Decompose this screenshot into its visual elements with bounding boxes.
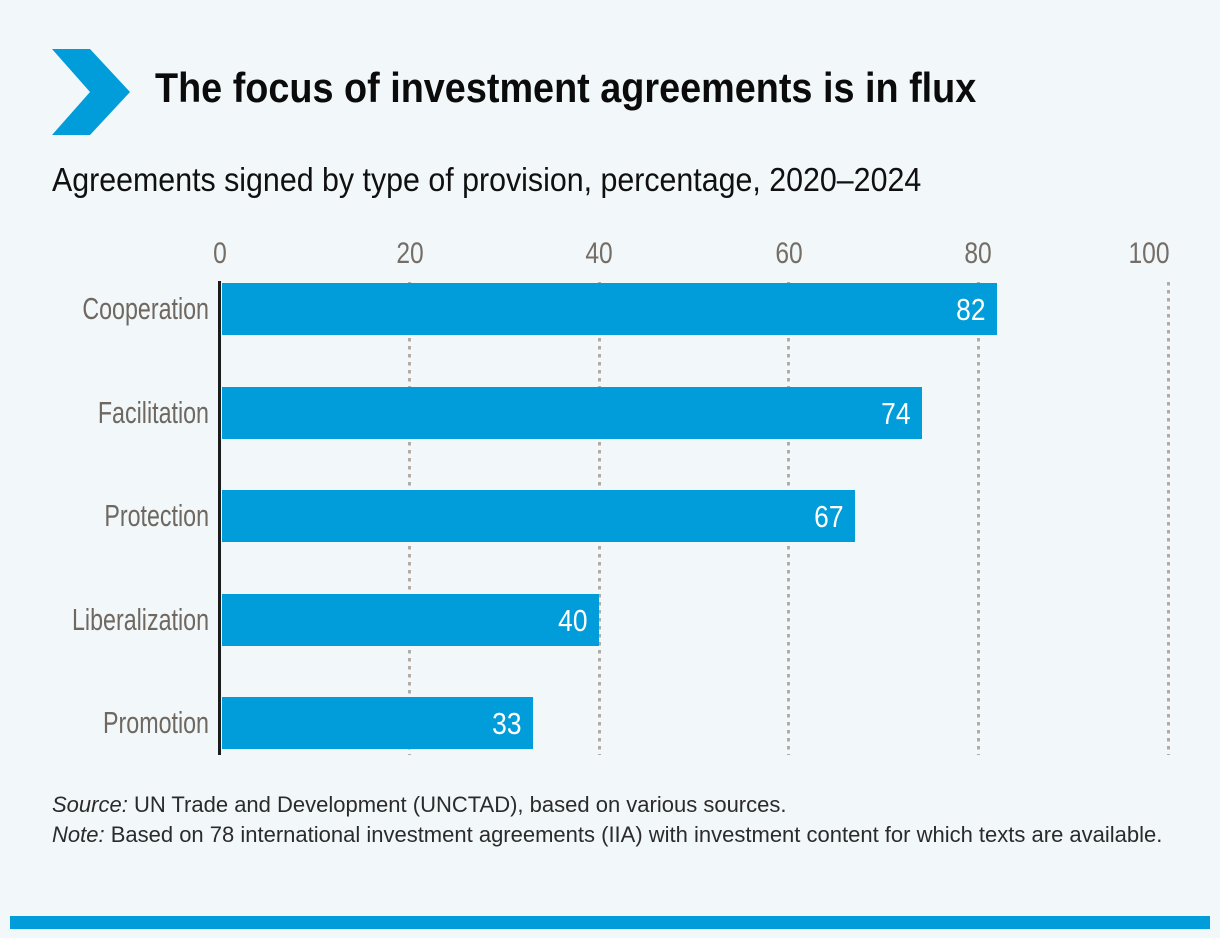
- category-label-protection: Protection: [104, 498, 209, 533]
- category-label-promotion: Promotion: [103, 705, 209, 740]
- category-label-cooperation: Cooperation: [82, 291, 209, 326]
- x-axis-tick-0: 0: [213, 237, 227, 270]
- bar-promotion: 33: [222, 697, 533, 749]
- x-axis-tick-40: 40: [585, 237, 613, 270]
- bar-value-label: 67: [813, 499, 843, 534]
- bar-value-label: 74: [880, 395, 910, 431]
- category-label-liberalization: Liberalization: [71, 601, 209, 637]
- x-axis-tick-80: 80: [964, 237, 993, 270]
- footer-accent-bar: [10, 916, 1210, 929]
- bar-value-label: 82: [955, 292, 985, 327]
- gridline-80: [976, 282, 980, 755]
- note-text: Based on 78 international investment agr…: [104, 822, 1163, 847]
- source-note-block: Source: UN Trade and Development (UNCTAD…: [52, 790, 1207, 850]
- bar-value-label: 40: [557, 602, 587, 638]
- gridline-100: [1166, 282, 1170, 755]
- source-text: UN Trade and Development (UNCTAD), based…: [127, 792, 787, 817]
- y-axis-line: [218, 281, 221, 755]
- category-label-facilitation: Facilitation: [97, 394, 209, 430]
- note-line: Note: Based on 78 international investme…: [52, 820, 1207, 850]
- figure-subtitle: Agreements signed by type of provision, …: [52, 161, 922, 198]
- source-label: Source:: [52, 792, 128, 817]
- bar-cooperation: 82: [222, 283, 997, 335]
- bar-value-label: 33: [491, 706, 521, 741]
- chevron-right-icon: [52, 49, 130, 135]
- figure-title: The focus of investment agreements is in…: [155, 64, 977, 111]
- x-axis-tick-20: 20: [395, 237, 424, 270]
- bar-facilitation: 74: [222, 386, 922, 439]
- x-axis-tick-100: 100: [1128, 237, 1170, 270]
- bar-liberalization: 40: [222, 593, 599, 646]
- note-label: Note:: [52, 822, 105, 847]
- bar-protection: 67: [222, 490, 855, 542]
- x-axis-tick-60: 60: [775, 237, 803, 270]
- source-line: Source: UN Trade and Development (UNCTAD…: [52, 790, 1207, 820]
